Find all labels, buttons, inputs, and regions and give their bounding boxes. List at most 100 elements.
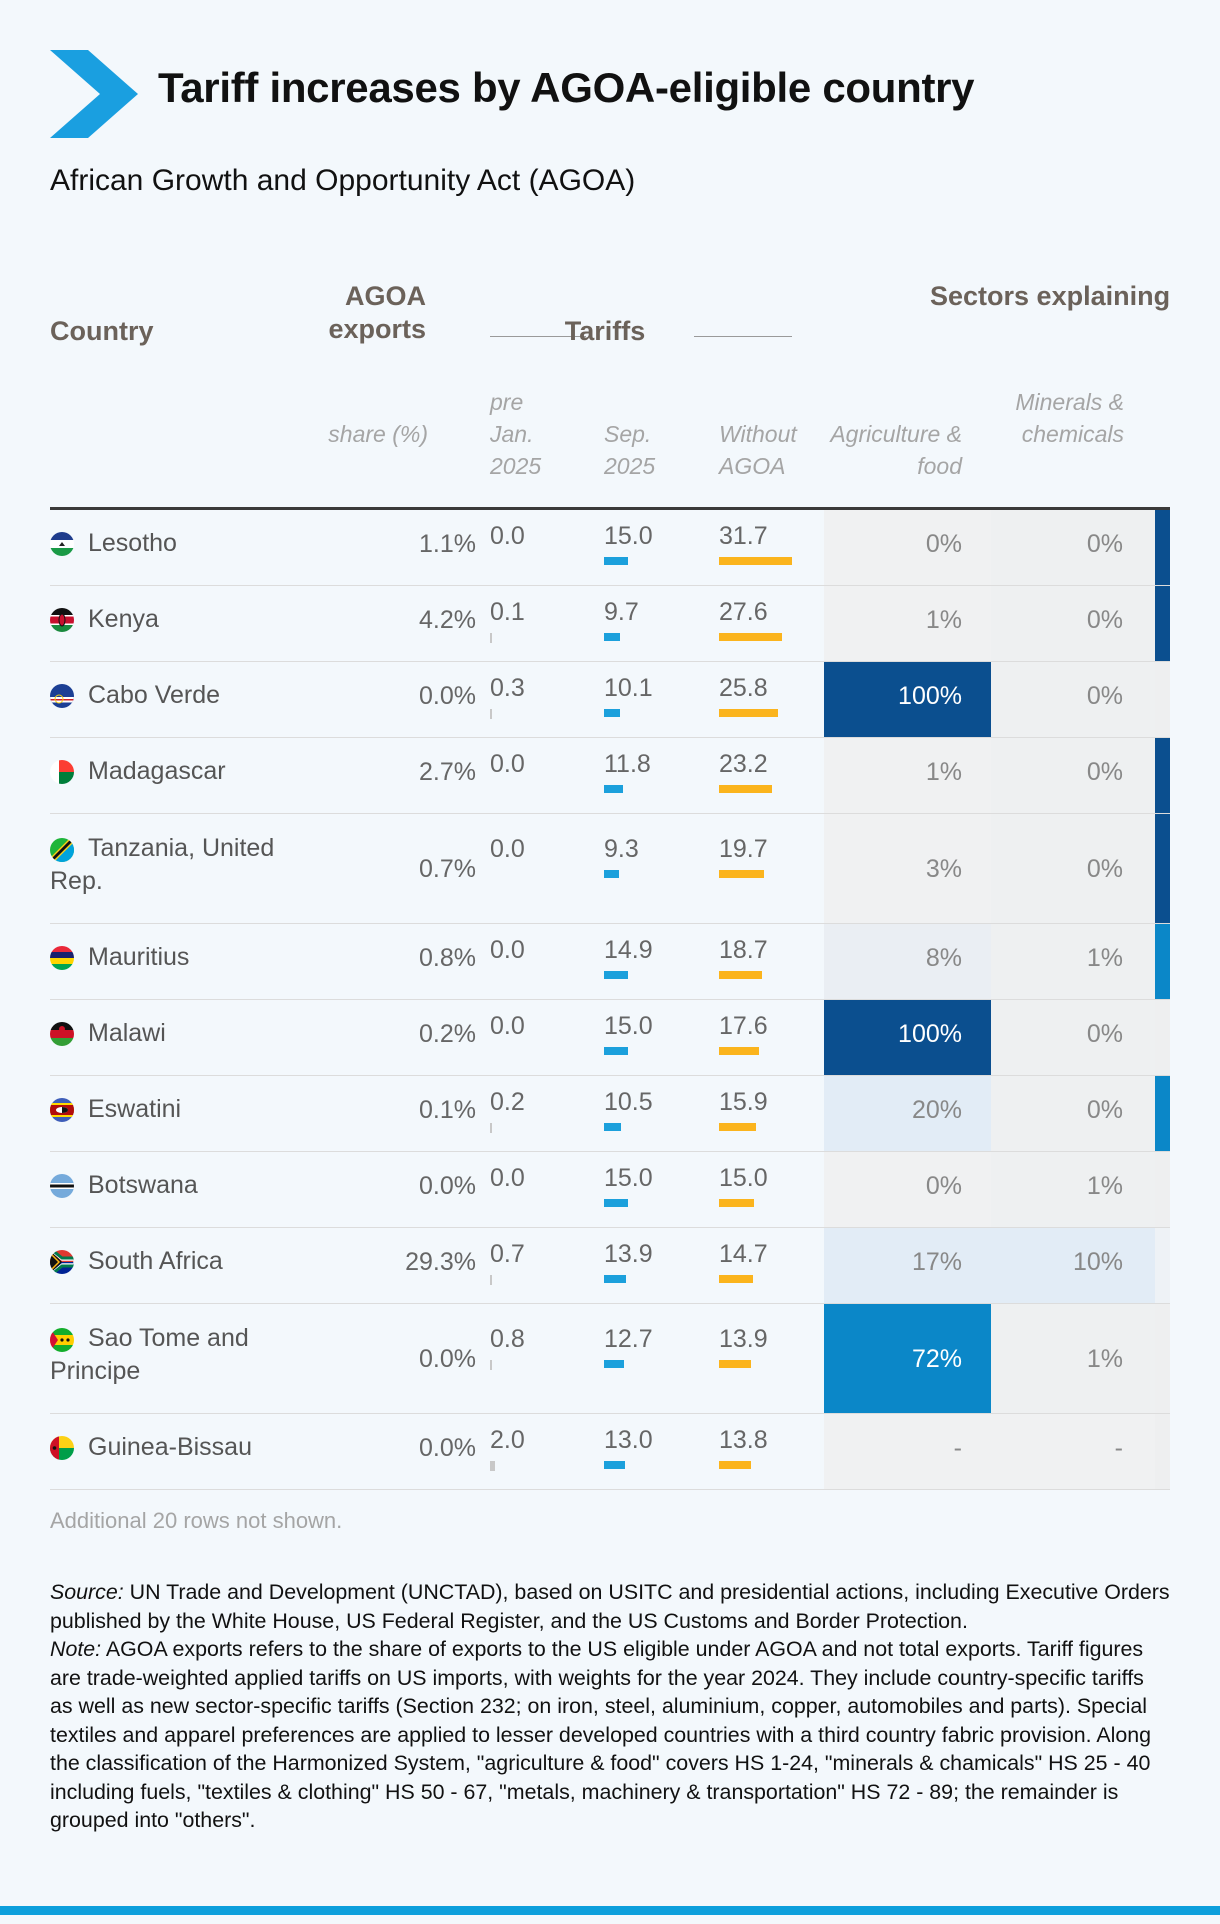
without-agoa-value: 25.8 xyxy=(719,674,768,702)
without-agoa-value: 14.7 xyxy=(719,1240,768,1268)
without-agoa-bar xyxy=(719,709,778,717)
pre-jan-value: 0.0 xyxy=(490,835,525,863)
agoa-share-value: 0.0% xyxy=(419,682,476,710)
pre-jan-value: 0.8 xyxy=(490,1325,525,1353)
pre-jan-value: 0.7 xyxy=(490,1240,525,1268)
flag-icon xyxy=(50,1174,74,1198)
minerals-cell xyxy=(991,1152,1155,1227)
subheader-without-agoa: Without AGOA xyxy=(719,421,797,479)
agri-cell xyxy=(824,1000,991,1075)
country-name: South Africa xyxy=(88,1247,223,1275)
sep-2025-bar xyxy=(604,870,619,878)
agriculture-share-value: 17% xyxy=(911,1248,962,1276)
agriculture-share-value: 100% xyxy=(898,682,962,710)
pre-jan-bar xyxy=(490,1275,492,1285)
minerals-cell xyxy=(991,924,1155,999)
pre-jan-value: 0.1 xyxy=(490,598,525,626)
minerals-cell xyxy=(991,1304,1155,1413)
without-agoa-bar xyxy=(719,1199,754,1207)
minerals-share-value: 1% xyxy=(1086,1172,1123,1200)
without-agoa-value: 15.0 xyxy=(719,1164,768,1192)
flag-icon xyxy=(50,946,74,970)
country-name: Mauritius xyxy=(88,943,190,971)
without-agoa-value: 27.6 xyxy=(719,598,768,626)
minerals-cell xyxy=(991,814,1155,923)
flag-icon xyxy=(50,608,74,632)
flag-icon xyxy=(50,1098,74,1122)
country-name: Kenya xyxy=(88,605,159,633)
pre-jan-value: 0.0 xyxy=(490,522,525,550)
agoa-share-value: 1.1% xyxy=(419,530,476,558)
agriculture-share-value: 0% xyxy=(925,530,962,558)
agri-cell xyxy=(824,1152,991,1227)
without-agoa-value: 13.8 xyxy=(719,1426,768,1454)
header-country: Country xyxy=(50,316,154,346)
sep-2025-bar xyxy=(604,1047,628,1055)
minerals-cell xyxy=(991,738,1155,813)
table-row: Cabo Verde 0.0% 0.3 10.1 25.8 100% 0% xyxy=(50,662,1170,738)
country-name: Eswatini xyxy=(88,1095,182,1123)
sep-2025-value: 14.9 xyxy=(604,936,653,964)
country-name: Cabo Verde xyxy=(88,681,221,709)
agoa-share-value: 0.0% xyxy=(419,1172,476,1200)
minerals-cell xyxy=(991,1228,1155,1303)
country-name: Malawi xyxy=(88,1019,166,1047)
agri-cell xyxy=(824,814,991,923)
pre-jan-bar xyxy=(490,709,492,719)
agri-cell xyxy=(824,1076,991,1151)
pre-jan-value: 0.2 xyxy=(490,1088,525,1116)
country-name: Sao Tome and Principe xyxy=(50,1324,249,1385)
sep-2025-value: 9.3 xyxy=(604,835,639,863)
source-label: Source: xyxy=(50,1580,124,1604)
header-sectors: Sectors explaining t xyxy=(930,281,1170,311)
country-name: Lesotho xyxy=(88,529,177,557)
next-sector-cell xyxy=(1155,1076,1170,1151)
table-row: Madagascar 2.7% 0.0 11.8 23.2 1% 0% xyxy=(50,738,1170,814)
agri-cell xyxy=(824,1228,991,1303)
minerals-share-value: 0% xyxy=(1086,530,1123,558)
subheader-minerals: Minerals & chemicals xyxy=(1015,389,1124,447)
subheader-share: share (%) xyxy=(328,421,428,447)
agri-cell xyxy=(824,662,991,737)
agriculture-share-value: 3% xyxy=(925,855,962,883)
agri-cell xyxy=(824,1304,991,1413)
minerals-cell xyxy=(991,586,1155,661)
minerals-share-value: 1% xyxy=(1086,1345,1123,1373)
sep-2025-bar xyxy=(604,1275,626,1283)
sep-2025-bar xyxy=(604,709,620,717)
without-agoa-value: 19.7 xyxy=(719,835,768,863)
without-agoa-value: 18.7 xyxy=(719,936,768,964)
next-sector-cell xyxy=(1155,924,1170,999)
minerals-cell xyxy=(991,1000,1155,1075)
next-sector-cell xyxy=(1155,586,1170,661)
table-row: Malawi 0.2% 0.0 15.0 17.6 100% 0% xyxy=(50,1000,1170,1076)
table-row: South Africa 29.3% 0.7 13.9 14.7 17% 10% xyxy=(50,1228,1170,1304)
without-agoa-bar xyxy=(719,870,764,878)
agriculture-share-value: 1% xyxy=(925,758,962,786)
page-subtitle: African Growth and Opportunity Act (AGOA… xyxy=(50,164,636,197)
pre-jan-value: 2.0 xyxy=(490,1426,525,1454)
agoa-share-value: 0.2% xyxy=(419,1020,476,1048)
source-text: UN Trade and Development (UNCTAD), based… xyxy=(50,1580,1170,1633)
pre-jan-bar xyxy=(490,1461,495,1471)
sep-2025-bar xyxy=(604,971,628,979)
chevron-icon xyxy=(50,50,138,138)
agoa-share-value: 4.2% xyxy=(419,606,476,634)
minerals-share-value: 0% xyxy=(1086,1096,1123,1124)
agriculture-share-value: 1% xyxy=(925,606,962,634)
flag-icon xyxy=(50,760,74,784)
pre-jan-bar xyxy=(490,1123,492,1133)
minerals-share-value: - xyxy=(1114,1434,1123,1462)
sep-2025-value: 10.5 xyxy=(604,1088,653,1116)
table-row: Sao Tome and Principe 0.0% 0.8 12.7 13.9 72% 1… xyxy=(50,1304,1170,1414)
pre-jan-bar xyxy=(490,633,492,643)
flag-icon xyxy=(50,1328,74,1352)
without-agoa-value: 13.9 xyxy=(719,1325,768,1353)
next-sector-cell xyxy=(1155,1228,1170,1303)
without-agoa-bar xyxy=(719,785,772,793)
without-agoa-value: 31.7 xyxy=(719,522,768,550)
pre-jan-value: 0.0 xyxy=(490,936,525,964)
minerals-cell xyxy=(991,1414,1155,1489)
next-sector-cell xyxy=(1155,1000,1170,1075)
subheader-agriculture: Agriculture & food xyxy=(830,421,962,479)
